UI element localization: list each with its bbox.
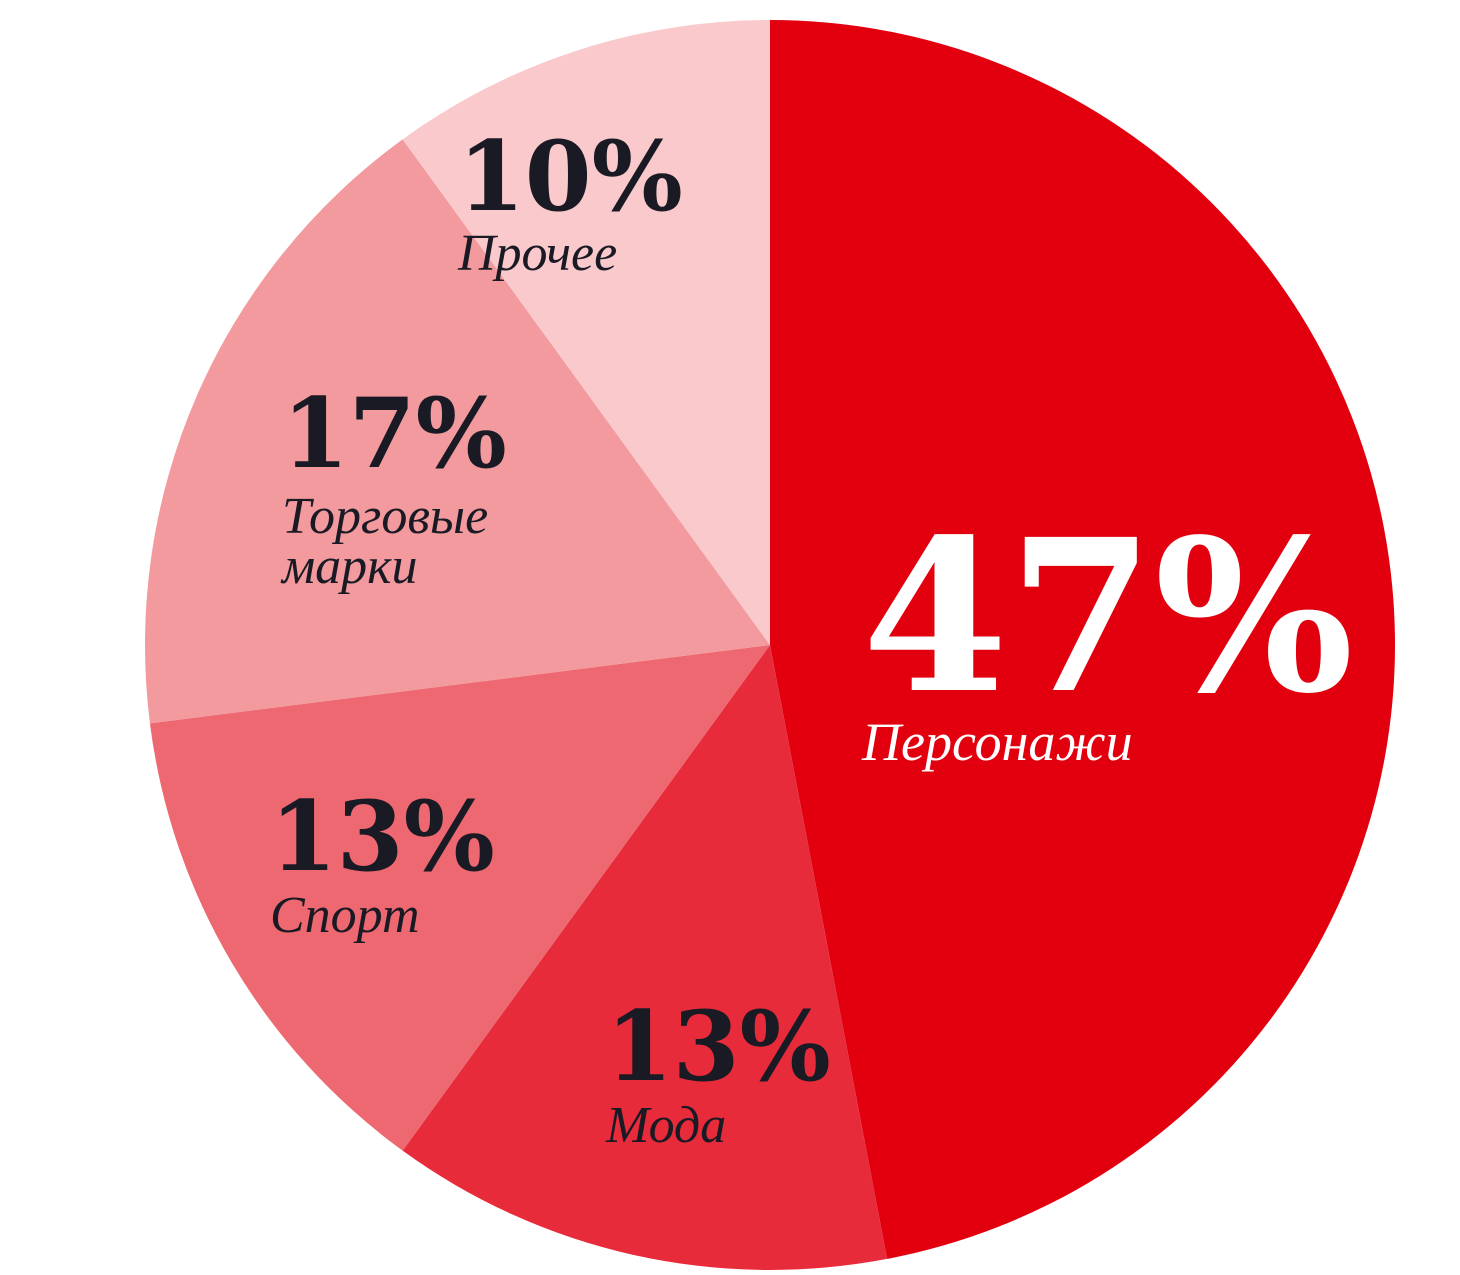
slice-category-label: Мода [605,1097,726,1154]
slice-percent-label: 17% [282,377,507,490]
slice-percent-label: 13% [606,990,831,1103]
slice-percent-label: 47% [862,493,1354,740]
slice-category-label: Прочее [457,225,617,282]
pie-slice-4 [402,19,770,645]
pie-slice-1 [402,645,888,1271]
pie-slices [145,19,1395,1271]
pie-slice-0 [770,20,1395,1259]
pie-slice-3 [145,139,770,724]
pie-labels: 47%Персонажи13%Мода13%Спорт17%Торговыема… [270,120,1354,1154]
slice-percent-label: 13% [270,780,495,893]
slice-category-label: Спорт [270,887,420,944]
slice-percent-label: 10% [458,120,683,233]
slice-category-label: марки [280,538,418,595]
pie-slice-2 [149,645,770,1151]
slice-category-label: Торговые [282,488,488,545]
slice-category-label: Персонажи [861,712,1133,772]
